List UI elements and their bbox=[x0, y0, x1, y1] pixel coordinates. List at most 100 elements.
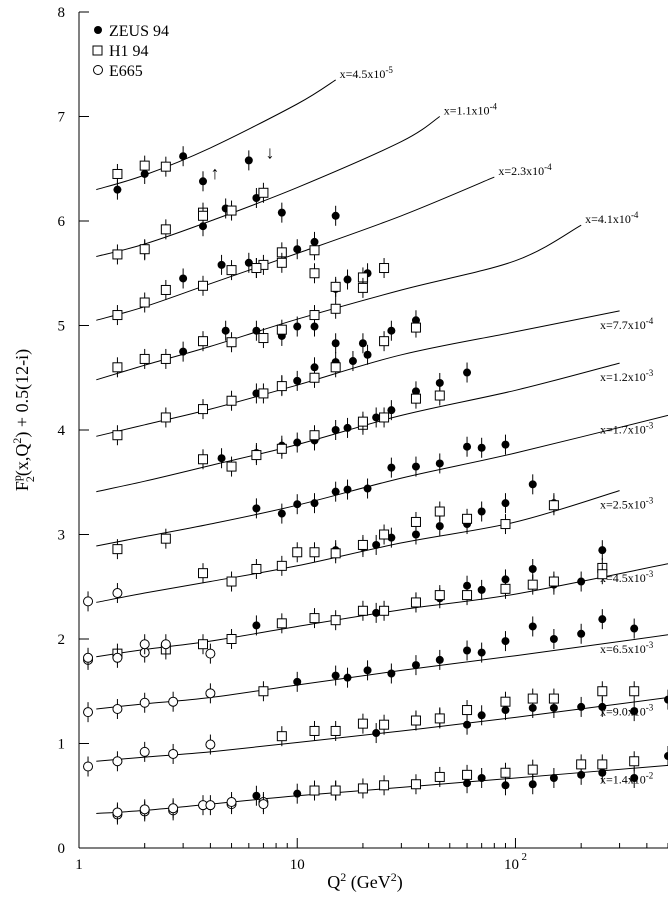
zeus-point bbox=[331, 211, 340, 220]
h1-point bbox=[330, 785, 341, 796]
h1-point bbox=[160, 353, 171, 364]
zeus-point bbox=[664, 752, 668, 761]
h1-point bbox=[276, 731, 287, 742]
zeus-point bbox=[179, 274, 188, 283]
legend-marker-zeus bbox=[94, 26, 102, 34]
h1-point bbox=[251, 450, 262, 461]
h1-point bbox=[276, 618, 287, 629]
e665-point bbox=[112, 704, 123, 715]
h1-point bbox=[330, 362, 341, 373]
h1-point bbox=[434, 590, 445, 601]
h1-point bbox=[410, 322, 421, 333]
zeus-point bbox=[598, 615, 607, 624]
h1-point bbox=[160, 284, 171, 295]
fit-curve bbox=[96, 697, 668, 762]
e665-point bbox=[139, 697, 150, 708]
zeus-point bbox=[252, 194, 261, 203]
h1-point bbox=[309, 785, 320, 796]
y-axis-ticks: 0 1 2 3 4 5 6 7 8 bbox=[58, 5, 89, 857]
h1-point bbox=[139, 353, 150, 364]
h1-point bbox=[112, 249, 123, 260]
zeus-point bbox=[363, 484, 372, 493]
e665-point bbox=[168, 696, 179, 707]
zeus-point bbox=[664, 695, 668, 704]
h1-point bbox=[226, 634, 237, 644]
h1-point bbox=[226, 461, 237, 472]
h1-point bbox=[597, 759, 608, 770]
e665-point bbox=[112, 756, 123, 767]
zeus-point bbox=[343, 275, 352, 284]
zeus-point bbox=[372, 608, 381, 617]
h1-point bbox=[330, 281, 341, 292]
zeus-point bbox=[411, 462, 420, 471]
h1-point bbox=[379, 719, 390, 730]
h1-point bbox=[597, 686, 608, 697]
zeus-point bbox=[477, 585, 486, 594]
fit-curve bbox=[96, 116, 441, 257]
zeus-point bbox=[244, 156, 253, 165]
h1-point bbox=[112, 168, 123, 179]
y-tick-label: 1 bbox=[58, 737, 66, 753]
y-axis-title: Fp2(x,Q2) + 0.5(12-i) bbox=[10, 349, 37, 491]
e665-point bbox=[205, 800, 216, 811]
y-tick-label: 7 bbox=[58, 110, 66, 126]
x-tick-label: 10 bbox=[504, 857, 519, 873]
h1-point bbox=[197, 336, 208, 347]
zeus-point bbox=[435, 522, 444, 531]
h1-point bbox=[197, 280, 208, 291]
h1-point bbox=[258, 187, 269, 198]
zeus-point bbox=[113, 185, 122, 194]
h1-point bbox=[139, 244, 150, 255]
h1-point bbox=[410, 597, 421, 608]
e665-point bbox=[83, 596, 94, 607]
e665-point bbox=[139, 639, 150, 650]
curve-label: x=6.5x10-3 bbox=[600, 640, 654, 656]
h1-point bbox=[112, 544, 123, 555]
h1-point bbox=[226, 337, 237, 348]
zeus-point bbox=[463, 720, 472, 729]
zeus-point bbox=[277, 509, 286, 518]
zeus-point bbox=[372, 729, 381, 738]
x-tick-label: 10 bbox=[290, 857, 305, 873]
e665-point bbox=[83, 761, 94, 772]
h1-point bbox=[160, 533, 171, 544]
h1-point bbox=[357, 416, 368, 427]
zeus-point bbox=[411, 530, 420, 539]
zeus-point bbox=[198, 222, 207, 231]
h1-point bbox=[500, 583, 511, 594]
zeus-point bbox=[277, 208, 286, 217]
h1-point bbox=[629, 756, 640, 767]
zeus-point bbox=[217, 260, 226, 269]
zeus-point bbox=[435, 655, 444, 664]
plot-frame bbox=[78, 12, 668, 849]
h1-point bbox=[410, 779, 421, 790]
zeus-point bbox=[528, 480, 537, 489]
annotations: ↑↓ bbox=[211, 142, 275, 183]
h1-point bbox=[139, 297, 150, 308]
zeus-point bbox=[372, 540, 381, 549]
h1-point bbox=[276, 560, 287, 571]
zeus-point bbox=[435, 459, 444, 468]
curve-label: x=1.4x10-2 bbox=[600, 770, 653, 786]
zeus-point bbox=[348, 357, 357, 366]
zeus-point bbox=[358, 339, 367, 348]
h1-point bbox=[357, 282, 368, 293]
fit-curve bbox=[96, 224, 582, 381]
zeus-point bbox=[598, 546, 607, 555]
x-axis-title: Q2 (GeV2) bbox=[327, 870, 402, 893]
zeus-point bbox=[363, 350, 372, 359]
zeus-point bbox=[331, 671, 340, 680]
curve-label: x=7.7x10-4 bbox=[600, 316, 654, 332]
e665-point bbox=[205, 688, 216, 699]
curve-label: x=4.5x10-5 bbox=[340, 65, 394, 81]
legend-marker-h1 bbox=[92, 45, 103, 56]
h1-point bbox=[309, 613, 320, 624]
h1-point bbox=[197, 210, 208, 221]
h1-point bbox=[629, 686, 640, 697]
zeus-point bbox=[387, 463, 396, 472]
h1-point bbox=[357, 539, 368, 550]
h1-point bbox=[379, 412, 390, 423]
h1-point bbox=[139, 160, 150, 171]
zeus-point bbox=[331, 426, 340, 434]
